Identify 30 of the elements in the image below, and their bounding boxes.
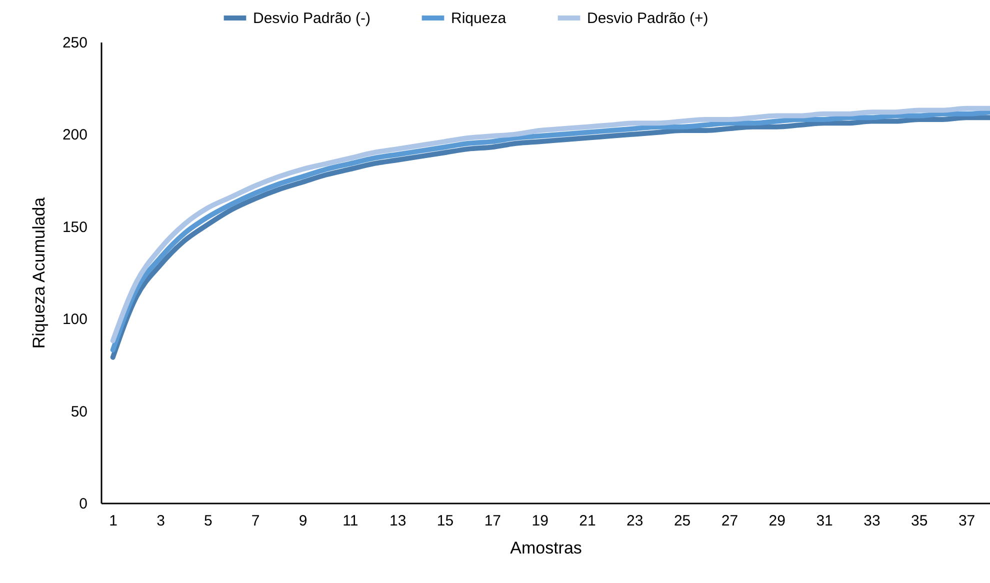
x-tick-label: 37 [958, 512, 976, 530]
x-tick-label: 1 [109, 512, 118, 530]
x-tick-label: 9 [298, 512, 308, 530]
legend-label: Riqueza [451, 10, 507, 27]
x-tick-label: 33 [864, 512, 880, 530]
legend-label: Desvio Padrão (+) [587, 10, 708, 27]
x-axis-title: Amostras [510, 538, 582, 558]
y-tick-label: 100 [62, 311, 88, 328]
y-axis-title: Riqueza Acumulada [29, 196, 48, 349]
x-tick-label: 13 [389, 512, 406, 530]
y-tick-label: 150 [62, 218, 88, 236]
x-tick-label: 35 [911, 512, 928, 530]
x-tick-label: 23 [626, 512, 644, 530]
x-tick-label: 3 [156, 512, 165, 530]
x-tick-label: 21 [579, 512, 596, 530]
x-tick-label: 7 [251, 512, 260, 530]
legend-label: Desvio Padrão (-) [253, 10, 371, 27]
y-tick-label: 50 [70, 403, 88, 420]
y-tick-label: 250 [62, 34, 88, 52]
x-tick-label: 19 [532, 512, 548, 530]
x-tick-label: 11 [342, 512, 358, 530]
x-tick-label: 27 [721, 512, 738, 530]
y-tick-label: 200 [62, 126, 88, 144]
x-tick-label: 17 [484, 512, 502, 530]
x-tick-label: 25 [674, 512, 691, 530]
x-tick-label: 15 [436, 512, 454, 530]
x-tick-label: 5 [204, 512, 212, 530]
y-tick-label: 0 [79, 496, 88, 512]
x-tick-label: 31 [816, 512, 833, 530]
x-tick-label: 29 [768, 512, 786, 530]
